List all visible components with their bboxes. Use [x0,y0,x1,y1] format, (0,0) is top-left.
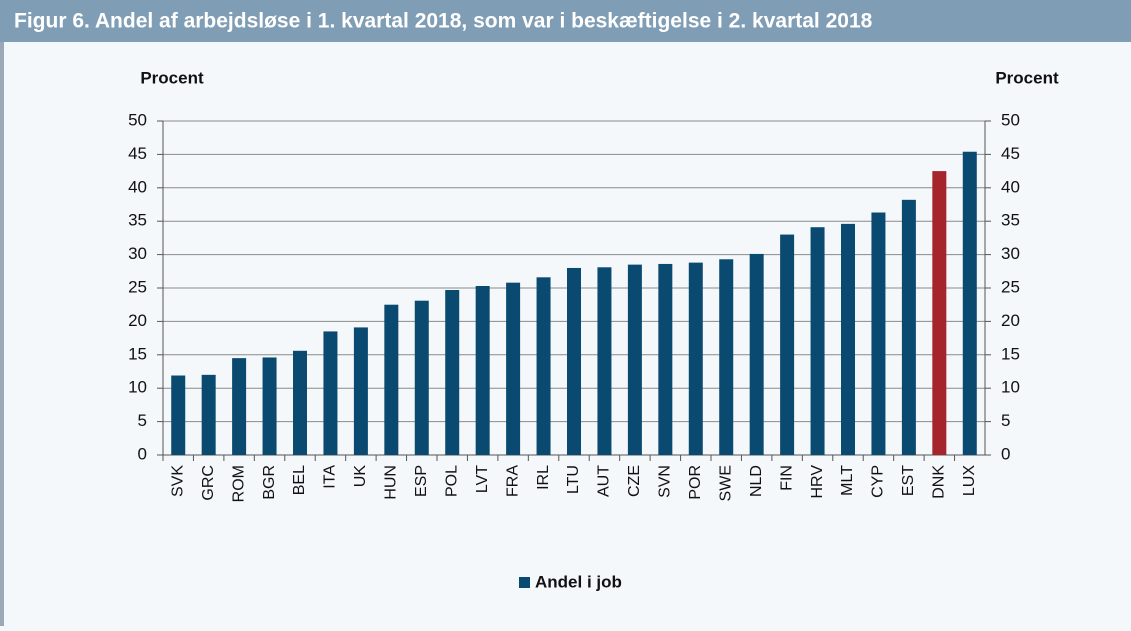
x-tick-label: GRC [200,465,217,501]
y2-tick-label: 20 [1001,311,1020,330]
y-tick-label: 50 [128,110,147,129]
y2-tick-label: 5 [1001,411,1010,430]
bar [871,212,886,455]
x-tick-label: SVK [169,465,186,497]
x-tick-label: LVT [474,465,491,493]
x-tick-label: ITA [322,465,339,489]
y-tick-label: 45 [128,144,147,163]
legend-swatch [519,577,530,588]
x-tick-label: AUT [596,465,613,497]
bar [384,304,399,455]
x-tick-label: ROM [230,465,247,502]
y-axis-label: Procent [140,68,204,87]
x-tick-label: UK [352,465,369,488]
x-tick-label: NLD [748,465,765,497]
bar [962,151,977,455]
y-tick-label: 15 [128,344,147,363]
bar [201,374,216,455]
bar [353,327,368,455]
bar [719,259,734,455]
bar [749,253,764,455]
x-tick-label: EST [900,465,917,496]
bar [293,350,307,455]
y2-tick-label: 15 [1001,344,1020,363]
bar [597,267,612,455]
bar [567,267,581,455]
bar [171,375,186,455]
x-tick-label: POL [443,465,460,497]
y2-tick-label: 45 [1001,144,1020,163]
y2-tick-label: 0 [1001,444,1010,463]
bar [780,234,795,455]
x-tick-label: LTU [565,465,582,494]
bar [445,290,460,455]
x-tick-label: CZE [626,465,643,497]
y-tick-label: 40 [128,177,147,196]
x-tick-label: SWE [717,465,734,501]
x-tick-label: ESP [413,465,430,497]
y-tick-label: 0 [138,444,147,463]
x-tick-label: FIN [778,465,795,491]
bar [414,300,429,455]
bar [810,227,825,455]
bar [506,282,521,455]
bar [932,171,947,455]
x-tick-label: LUX [961,465,978,496]
x-tick-label: BEL [291,465,308,495]
bar [536,277,551,455]
x-tick-label: MLT [839,465,856,496]
y2-tick-label: 35 [1001,211,1020,230]
y-tick-label: 5 [138,411,147,430]
y2-tick-label: 25 [1001,277,1020,296]
title-bar [0,0,1131,42]
y-tick-label: 20 [128,311,147,330]
bar [627,264,642,455]
legend-label: Andel i job [535,572,622,591]
x-tick-label: FRA [504,465,521,497]
y-tick-label: 25 [128,277,147,296]
bar [262,357,277,455]
y2-tick-label: 50 [1001,110,1020,129]
x-tick-label: HUN [383,465,400,500]
bar [232,358,247,455]
bar [658,263,673,455]
y-tick-label: 35 [128,211,147,230]
y2-tick-label: 10 [1001,378,1020,397]
x-tick-label: HRV [809,465,826,499]
bar [688,262,703,455]
bar [841,223,855,455]
x-tick-label: DNK [931,465,948,499]
bar [901,199,916,455]
bar [323,331,338,455]
y-tick-label: 10 [128,378,147,397]
left-border [0,42,4,626]
y2-tick-label: 30 [1001,244,1020,263]
x-tick-label: SVN [657,465,674,498]
y2-axis-label: Procent [995,68,1059,87]
x-tick-label: POR [687,465,704,500]
y2-tick-label: 40 [1001,177,1020,196]
chart-title: Figur 6. Andel af arbejdsløse i 1. kvart… [14,10,873,33]
x-tick-label: IRL [535,465,552,490]
y-tick-label: 30 [128,244,147,263]
bar [475,285,490,455]
x-tick-label: BGR [261,465,278,500]
x-tick-label: CYP [870,465,887,498]
